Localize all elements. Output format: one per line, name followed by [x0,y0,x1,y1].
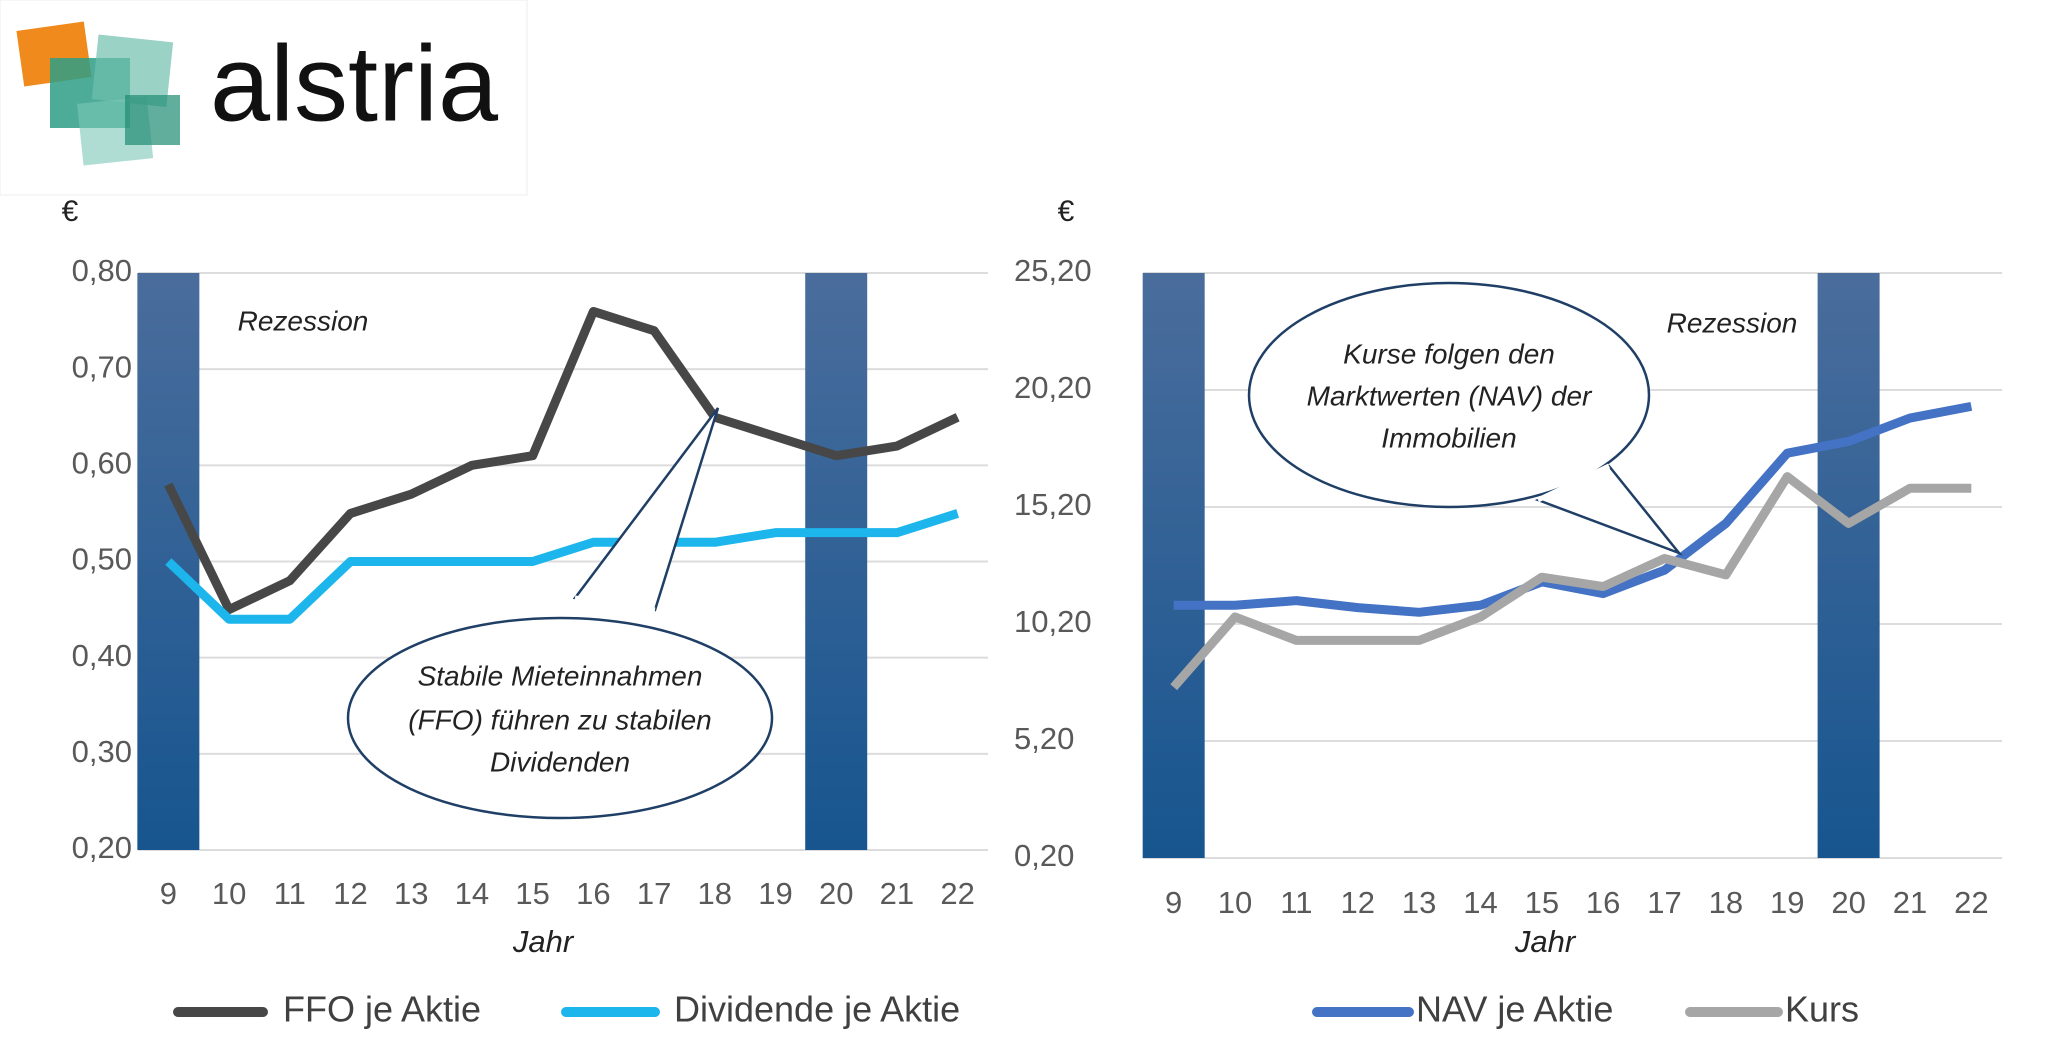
x-tick-label: 18 [698,876,732,911]
x-tick-label: 13 [394,876,428,911]
callout-text: (FFO) führen zu stabilen [408,704,711,735]
y-tick-label: 25,20 [1014,253,1092,288]
y-tick-label: 10,20 [1014,604,1092,639]
x-tick-label: 19 [1770,885,1804,920]
recession-label: Rezession [238,305,369,336]
recession-band [805,273,868,850]
y-tick-label: 5,20 [1014,721,1074,756]
recession-band [1817,273,1880,858]
callout-bubble [1247,281,1651,509]
y-tick-label: 20,20 [1014,370,1092,405]
series-line [165,509,960,624]
y-tick-label: 0,50 [72,542,132,577]
callout-text: Dividenden [490,746,630,777]
callout-text: Stabile Mieteinnahmen [418,660,703,691]
series-line [1170,472,1972,691]
series-line [164,306,960,615]
y-tick-label: 0,40 [72,638,132,673]
x-tick-label: 21 [1893,885,1927,920]
x-tick-label: 12 [333,876,367,911]
y-tick-label: 0,70 [72,349,132,384]
x-tick-label: 9 [160,876,177,911]
x-tick-label: 12 [1341,885,1375,920]
legend-label: Dividende je Aktie [674,989,960,1030]
logo: alstria [0,0,528,196]
x-tick-label: 14 [455,876,489,911]
y-tick-label: 0,20 [1014,838,1074,873]
recession-label: Rezession [1667,307,1798,338]
callout-text: Marktwerten (NAV) der [1307,380,1593,411]
x-tick-label: 16 [1586,885,1620,920]
x-tick-label: 17 [637,876,671,911]
x-tick-label: 15 [1525,885,1559,920]
x-tick-label: 20 [1831,885,1865,920]
x-tick-label: 14 [1463,885,1497,920]
x-tick-label: 11 [1280,885,1312,920]
callout-pointer [572,407,720,612]
x-tick-label: 15 [515,876,549,911]
logo-text: alstria [210,23,499,144]
callout-bubble [346,616,774,820]
x-tick-label: 20 [819,876,853,911]
x-tick-label: 17 [1647,885,1681,920]
legend-label: FFO je Aktie [283,989,481,1030]
y-tick-label: 0,80 [72,253,132,288]
x-tick-label: 18 [1709,885,1743,920]
logo-square [125,95,180,145]
legend-label: NAV je Aktie [1416,989,1613,1030]
y-tick-label: 0,20 [72,830,132,865]
x-tick-label: 21 [880,876,914,911]
y-tick-label: 0,30 [72,734,132,769]
x-tick-label: 22 [940,876,974,911]
unit-label: € [1058,195,1075,228]
x-tick-label: 13 [1402,885,1436,920]
callout-cover [1536,463,1611,503]
x-tick-label: 10 [1218,885,1252,920]
x-axis-label: Jahr [1514,924,1577,959]
x-tick-label: 16 [576,876,610,911]
x-tick-label: 10 [212,876,246,911]
callout-text: Kurse folgen den [1343,338,1555,369]
x-axis-label: Jahr [512,924,575,959]
x-tick-label: 9 [1165,885,1182,920]
callout-text: Immobilien [1381,422,1516,453]
logo-square [91,34,174,108]
series-line [1173,401,1973,617]
unit-label: € [62,195,79,228]
x-tick-label: 11 [274,876,306,911]
legend-label: Kurs [1785,989,1859,1030]
callout-cover [574,595,656,613]
y-tick-label: 15,20 [1014,487,1092,522]
recession-band [1142,273,1205,858]
x-tick-label: 22 [1954,885,1988,920]
y-tick-label: 0,60 [72,446,132,481]
x-tick-label: 19 [758,876,792,911]
